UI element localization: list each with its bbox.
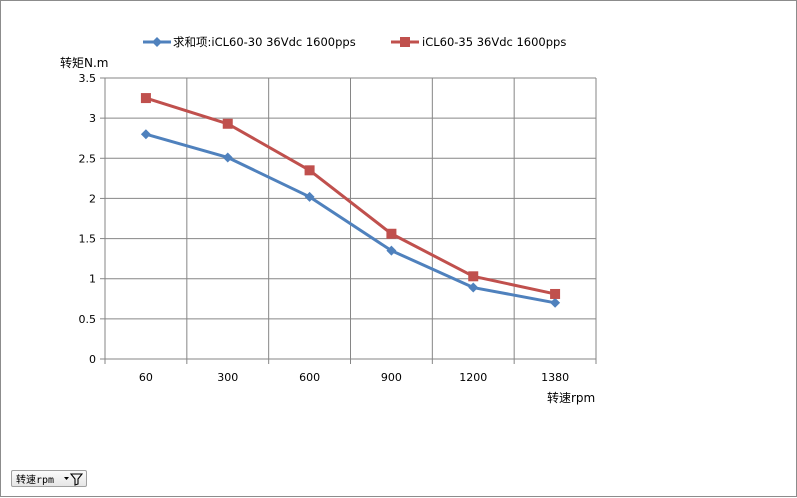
y-tick-label: 2.5	[79, 152, 97, 165]
series-2-line	[145, 96, 556, 296]
tick-labels: 0 0.5 1 1.5 2 2.5 3 3.5 60 300 600 900 1200 1380	[79, 72, 570, 384]
series-1-point	[140, 129, 151, 140]
legend-2-label: iCL60-35 36Vdc 1600pps	[422, 35, 566, 49]
series-1-point	[468, 282, 479, 293]
series-1-point	[222, 152, 233, 163]
x-tick-label: 300	[217, 371, 238, 384]
series-2-point	[386, 228, 397, 239]
axis-field-button[interactable]: 转速rpm	[11, 470, 87, 487]
legend-1-marker	[152, 37, 162, 47]
series-1-point	[550, 297, 561, 308]
series-2-point	[222, 118, 233, 129]
y-tick-label: 1.5	[79, 233, 97, 246]
series-1-point	[386, 245, 397, 256]
x-tick-label: 1200	[459, 371, 487, 384]
x-axis-title: 转速rpm	[547, 390, 595, 405]
series-2-point	[304, 165, 315, 176]
y-tick-label: 2	[89, 192, 96, 205]
gridlines	[105, 77, 597, 359]
series-1-point	[304, 191, 315, 202]
series-2-point	[140, 93, 151, 104]
y-tick-label: 3.5	[79, 72, 97, 85]
field-button-label: 转速rpm	[16, 475, 55, 486]
y-tick-label: 0.5	[79, 313, 97, 326]
y-tick-label: 3	[89, 112, 96, 125]
axes	[100, 77, 597, 364]
x-tick-label: 1380	[541, 371, 569, 384]
legend-2-marker	[400, 37, 410, 47]
y-axis-title: 转矩N.m	[60, 55, 108, 70]
x-tick-label: 600	[299, 371, 320, 384]
y-tick-label: 1	[89, 273, 96, 286]
y-tick-label: 0	[89, 353, 96, 366]
filter-dropdown-icon	[64, 473, 83, 486]
series	[140, 93, 561, 308]
x-tick-label: 900	[381, 371, 402, 384]
series-1-line	[145, 132, 556, 305]
series-2-point	[550, 288, 561, 299]
legend: 求和项:iCL60-30 36Vdc 1600pps iCL60-35 36Vdc…	[143, 35, 566, 49]
x-tick-label: 60	[139, 371, 153, 384]
legend-1-label: 求和项:iCL60-30 36Vdc 1600pps	[173, 35, 356, 49]
series-2-point	[468, 271, 479, 282]
